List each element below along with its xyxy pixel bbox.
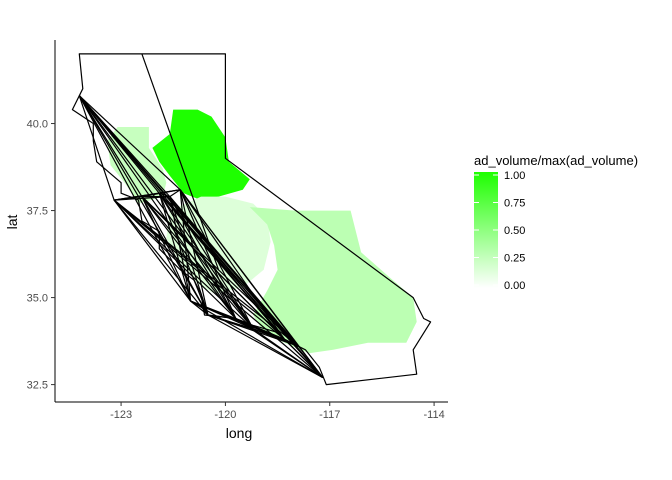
route-line-57 xyxy=(179,189,209,316)
route-line-22 xyxy=(113,199,192,302)
region-4 xyxy=(249,207,417,354)
route-line-33 xyxy=(141,196,209,316)
legend-break-label: 0.00 xyxy=(504,280,525,292)
legend-break-label: 0.25 xyxy=(504,253,525,265)
route-line-32 xyxy=(141,196,192,302)
y-tick-label: 32.5 xyxy=(27,380,48,392)
route-line-77 xyxy=(207,314,254,330)
y-tick-label: 40.0 xyxy=(27,119,48,131)
route-line-76 xyxy=(190,300,254,330)
route-lines xyxy=(78,95,324,379)
route-line-40 xyxy=(158,192,254,330)
route-line-72 xyxy=(207,314,324,379)
route-line-42 xyxy=(158,192,209,316)
x-tick-label: -123 xyxy=(110,409,132,421)
x-tick-label: -114 xyxy=(423,409,444,421)
route-line-1 xyxy=(78,95,115,201)
route-line-49 xyxy=(169,196,192,302)
route-line-41 xyxy=(158,193,192,302)
route-line-19 xyxy=(113,199,324,379)
route-line-55 xyxy=(179,189,254,330)
route-line-71 xyxy=(190,300,324,379)
x-tick-label: -117 xyxy=(319,409,340,421)
route-line-46 xyxy=(169,196,324,378)
y-axis-title: lat xyxy=(4,215,20,230)
route-line-39 xyxy=(158,192,237,319)
region-2 xyxy=(152,109,250,201)
route-line-54 xyxy=(179,189,237,319)
inner-boundary-line xyxy=(141,53,220,270)
route-line-23 xyxy=(113,199,209,316)
route-line-59 xyxy=(284,338,324,379)
x-tick-label: -120 xyxy=(214,409,236,421)
route-line-43 xyxy=(169,189,181,198)
california-outline xyxy=(71,53,432,386)
legend-title: ad_volume/max(ad_volume) xyxy=(474,153,638,168)
route-line-20 xyxy=(113,199,237,319)
route-line-35 xyxy=(159,189,181,194)
route-line-34 xyxy=(159,192,170,198)
legend-break-label: 0.75 xyxy=(504,198,525,210)
route-line-31 xyxy=(141,196,254,330)
route-line-70 xyxy=(252,328,324,379)
legend-ticks: 1.00 0.75 0.50 0.25 0.00 xyxy=(474,170,525,292)
route-line-78 xyxy=(190,300,209,316)
route-line-44 xyxy=(169,196,285,340)
route-line-5 xyxy=(78,95,181,191)
route-line-64 xyxy=(298,345,324,378)
state-outline xyxy=(71,53,432,386)
fill-legend: ad_volume/max(ad_volume) 1.00 0.75 0.50 0.2… xyxy=(474,153,638,292)
route-line-56 xyxy=(179,189,192,302)
y-tick-label: 35.0 xyxy=(27,293,48,305)
route-line-51 xyxy=(179,189,285,340)
x-axis-title: long xyxy=(226,425,252,441)
y-tick-label: 37.5 xyxy=(27,206,48,218)
axes: -123 -120 -117 -114 32.5 35.0 37.5 40.0 xyxy=(27,40,448,421)
route-line-47 xyxy=(169,196,237,319)
legend-break-label: 0.50 xyxy=(504,225,525,237)
legend-break-label: 1.00 xyxy=(504,170,525,182)
